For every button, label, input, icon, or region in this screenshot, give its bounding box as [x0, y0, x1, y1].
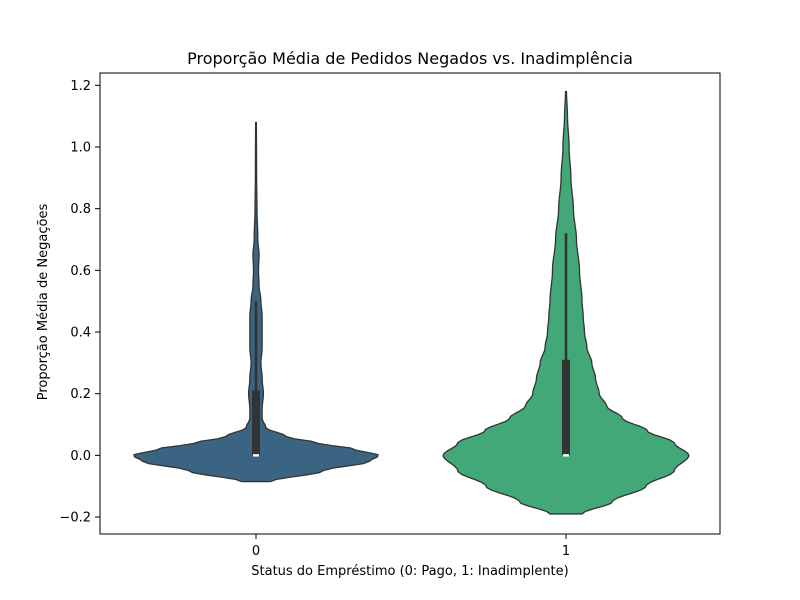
- y-tick-label: 0.0: [70, 449, 91, 464]
- y-axis-label: Proporção Média de Negações: [36, 204, 51, 401]
- violin-median-1: [563, 454, 569, 457]
- plot-frame: [99, 72, 721, 535]
- violin-median-0: [253, 454, 259, 457]
- chart-title: Proporção Média de Pedidos Negados vs. I…: [187, 49, 633, 68]
- y-tick-label: 1.0: [70, 141, 91, 156]
- plot-area: −0.2 0.0 0.2 0.4 0.6 0.8 1.0 1.2 0 1: [59, 72, 721, 559]
- x-tick-label: 1: [562, 544, 570, 559]
- y-tick-label: 0.6: [70, 264, 91, 279]
- x-axis-label: Status do Empréstimo (0: Pago, 1: Inadim…: [251, 564, 568, 579]
- x-tick-label: 0: [252, 544, 260, 559]
- violin-iqr-box-1: [562, 359, 570, 456]
- y-tick-label: 0.4: [70, 326, 91, 341]
- y-tick-label: 0.8: [70, 202, 91, 217]
- y-tick-label: 0.2: [70, 387, 91, 402]
- y-tick-label: 1.2: [70, 79, 91, 94]
- y-tick-label: −0.2: [59, 511, 91, 526]
- violin-iqr-box-0: [252, 390, 260, 456]
